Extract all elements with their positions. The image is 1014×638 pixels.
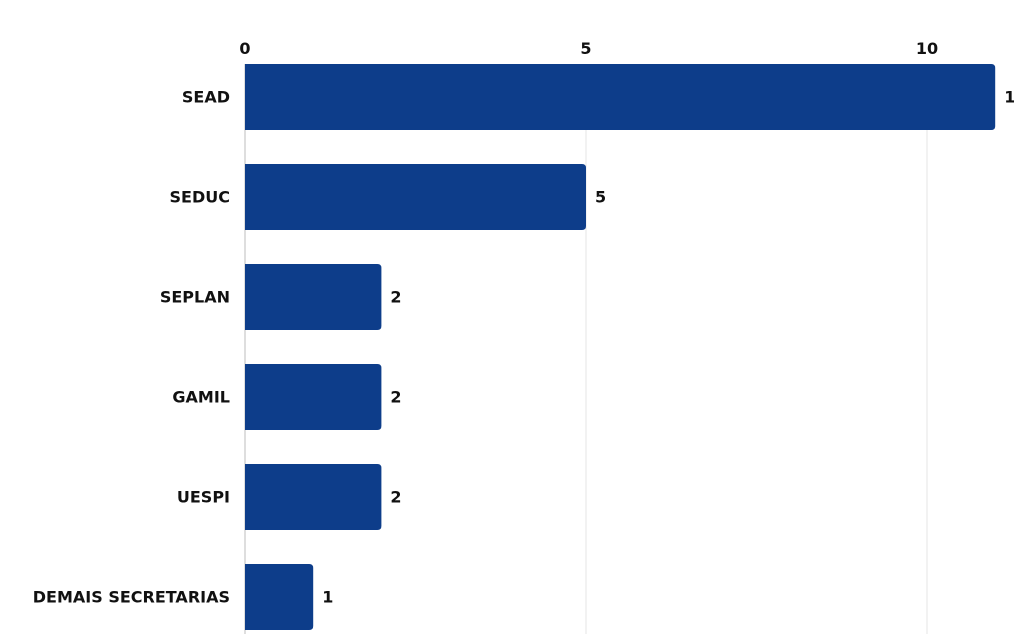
category-label-uespi: UESPI: [177, 488, 230, 507]
category-label-gamil: GAMIL: [172, 388, 230, 407]
category-label-seduc: SEDUC: [170, 188, 230, 207]
x-axis: 0 5 10: [239, 39, 938, 634]
value-label-seplan: 2: [390, 288, 401, 307]
gridlines: [585, 64, 928, 634]
category-labels: SEAD SEDUC SEPLAN GAMIL UESPI DEMAIS SECRETAR…: [33, 88, 230, 607]
value-label-gamil: 2: [390, 388, 401, 407]
x-tick-label-10: 10: [916, 39, 938, 58]
value-label-sead: 11: [1004, 88, 1014, 107]
bar-sead: [245, 64, 996, 130]
value-label-demais-secretarias: 1: [322, 588, 333, 607]
bar-seduc: [245, 164, 586, 230]
bar-seplan: [245, 264, 382, 330]
category-label-demais-secretarias: DEMAIS SECRETARIAS: [33, 588, 230, 607]
value-label-seduc: 5: [595, 188, 606, 207]
bar-uespi: [245, 464, 382, 530]
value-labels: 11 5 2 2 2 1: [322, 88, 1014, 607]
x-tick-label-5: 5: [580, 39, 591, 58]
x-tick-label-0: 0: [239, 39, 250, 58]
bar-demais-secretarias: [245, 564, 314, 630]
category-label-sead: SEAD: [182, 88, 230, 107]
bar-gamil: [245, 364, 382, 430]
bars: [245, 64, 996, 630]
category-label-seplan: SEPLAN: [160, 288, 230, 307]
value-label-uespi: 2: [390, 488, 401, 507]
